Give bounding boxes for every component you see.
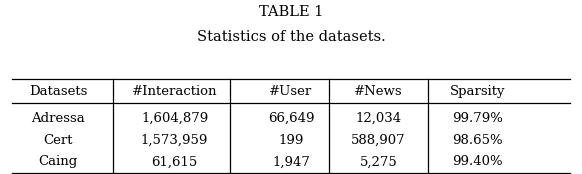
Text: 5,275: 5,275 [360, 155, 397, 168]
Text: 99.79%: 99.79% [452, 112, 503, 125]
Text: #News: #News [354, 85, 403, 98]
Text: 98.65%: 98.65% [452, 134, 502, 147]
Text: 588,907: 588,907 [351, 134, 406, 147]
Text: 1,947: 1,947 [272, 155, 310, 168]
Text: Caing: Caing [38, 155, 78, 168]
Text: Cert: Cert [44, 134, 73, 147]
Text: Statistics of the datasets.: Statistics of the datasets. [197, 30, 385, 44]
Text: TABLE 1: TABLE 1 [259, 5, 323, 19]
Text: Adressa: Adressa [31, 112, 85, 125]
Text: Datasets: Datasets [29, 85, 87, 98]
Text: 12,034: 12,034 [355, 112, 402, 125]
Text: 1,604,879: 1,604,879 [141, 112, 208, 125]
Text: 99.40%: 99.40% [452, 155, 502, 168]
Text: Sparsity: Sparsity [449, 85, 505, 98]
Text: #User: #User [269, 85, 313, 98]
Text: 199: 199 [278, 134, 304, 147]
Text: 61,615: 61,615 [151, 155, 198, 168]
Text: 66,649: 66,649 [268, 112, 314, 125]
Text: 1,573,959: 1,573,959 [141, 134, 208, 147]
Text: #Interaction: #Interaction [132, 85, 217, 98]
